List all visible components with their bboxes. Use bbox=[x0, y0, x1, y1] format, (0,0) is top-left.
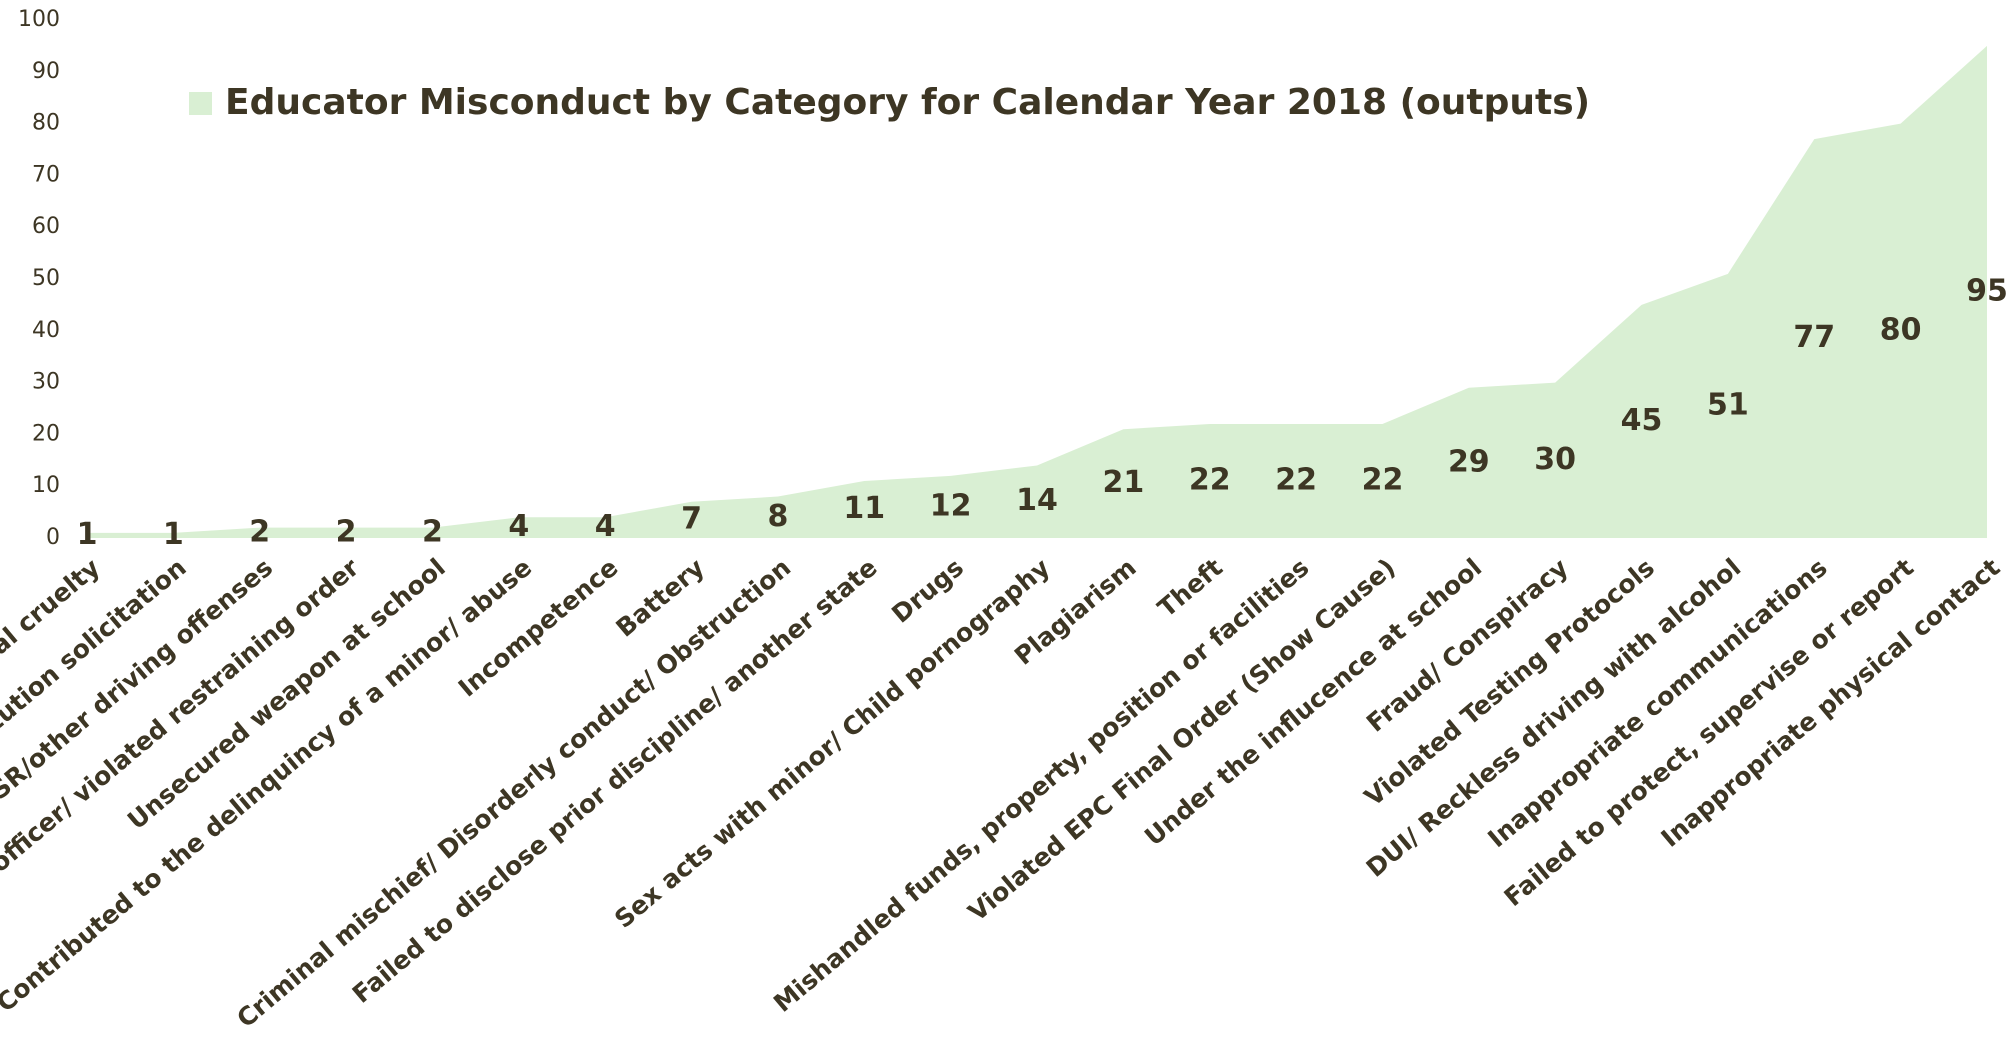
y-tick-label: 40 bbox=[32, 318, 60, 343]
y-tick-label: 70 bbox=[32, 162, 60, 187]
data-label: 29 bbox=[1448, 444, 1490, 479]
data-label: 4 bbox=[595, 509, 616, 544]
data-label: 1 bbox=[163, 517, 184, 552]
x-tick-label: Unsecured weapon at school bbox=[122, 553, 451, 835]
data-label: 14 bbox=[1016, 483, 1058, 518]
data-label: 1 bbox=[77, 517, 98, 552]
data-label: 22 bbox=[1275, 463, 1317, 498]
data-label: 22 bbox=[1362, 463, 1404, 498]
legend-swatch bbox=[189, 92, 212, 115]
data-label: 2 bbox=[422, 514, 443, 549]
y-tick-label: 50 bbox=[32, 266, 60, 291]
data-label: 2 bbox=[249, 514, 270, 549]
y-tick-label: 80 bbox=[32, 111, 60, 136]
x-tick-label: Incompetence bbox=[453, 553, 624, 703]
data-label: 4 bbox=[508, 509, 529, 544]
y-tick-label: 60 bbox=[32, 214, 60, 239]
x-tick-label: Theft bbox=[1152, 553, 1228, 623]
x-tick-label: Drugs bbox=[886, 553, 969, 629]
data-label: 45 bbox=[1621, 403, 1663, 438]
data-label: 8 bbox=[767, 499, 788, 534]
area bbox=[87, 45, 1987, 539]
y-tick-label: 30 bbox=[32, 370, 60, 395]
y-tick-label: 0 bbox=[46, 525, 60, 550]
data-label: 22 bbox=[1189, 463, 1231, 498]
y-tick-label: 10 bbox=[32, 473, 60, 498]
data-label: 95 bbox=[1966, 273, 2007, 308]
data-label: 30 bbox=[1534, 442, 1576, 477]
data-label: 51 bbox=[1707, 387, 1749, 422]
y-tick-label: 90 bbox=[32, 59, 60, 84]
data-label: 2 bbox=[336, 514, 357, 549]
data-label: 80 bbox=[1880, 312, 1922, 347]
x-tick-label: Criminal mischief/ Disorderly conduct/ O… bbox=[231, 553, 796, 1034]
data-label: 12 bbox=[930, 488, 972, 523]
y-tick-label: 20 bbox=[32, 421, 60, 446]
data-label: 7 bbox=[681, 501, 702, 536]
data-label: 77 bbox=[1793, 320, 1835, 355]
legend-label: Educator Misconduct by Category for Cale… bbox=[225, 82, 1590, 123]
y-tick-label: 100 bbox=[18, 7, 60, 32]
data-label: 11 bbox=[843, 491, 885, 526]
data-label: 21 bbox=[1102, 465, 1144, 500]
x-tick-label: Failed to protect, supervise or report bbox=[1499, 553, 1919, 912]
